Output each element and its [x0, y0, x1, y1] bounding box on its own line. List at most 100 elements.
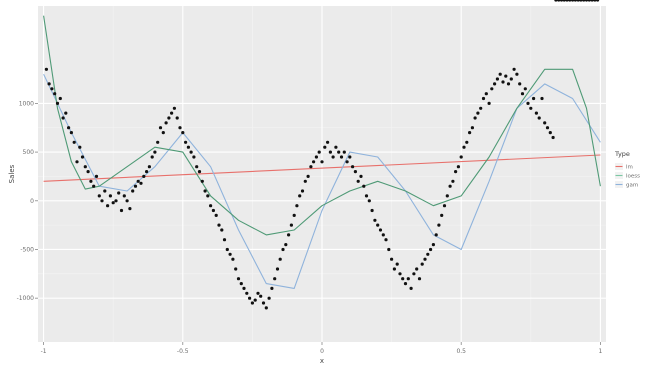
- x-tick-label: -0.5: [177, 348, 189, 355]
- data-point: [406, 277, 410, 281]
- data-point: [328, 150, 332, 154]
- data-point: [390, 257, 394, 261]
- data-point: [545, 126, 550, 130]
- data-point: [298, 194, 302, 198]
- data-point: [181, 131, 185, 135]
- data-point: [228, 252, 232, 256]
- data-point: [512, 67, 516, 71]
- data-point: [420, 262, 424, 266]
- data-point: [487, 101, 491, 105]
- data-point: [125, 199, 129, 203]
- data-point: [582, 0, 586, 2]
- data-point: [209, 204, 213, 208]
- data-point: [456, 165, 460, 169]
- y-tick-label: 1000: [19, 100, 34, 107]
- data-point: [195, 165, 199, 169]
- data-point: [342, 150, 346, 154]
- data-point: [117, 191, 121, 195]
- data-point: [440, 213, 444, 217]
- data-point: [501, 80, 505, 84]
- data-point: [529, 106, 533, 110]
- data-point: [465, 140, 469, 144]
- data-point: [295, 204, 299, 208]
- data-point: [256, 291, 260, 295]
- data-point: [484, 92, 488, 96]
- data-point: [119, 208, 124, 213]
- data-point: [156, 140, 160, 144]
- data-point: [231, 257, 235, 261]
- data-point: [395, 262, 399, 266]
- data-point: [504, 74, 508, 78]
- data-point: [448, 184, 452, 188]
- data-point: [412, 272, 416, 276]
- data-point: [506, 82, 511, 86]
- data-point: [114, 199, 118, 203]
- data-point: [451, 179, 455, 183]
- data-points: [44, 0, 600, 310]
- data-point: [559, 0, 564, 2]
- data-point: [568, 0, 572, 2]
- data-point: [133, 184, 138, 188]
- data-point: [579, 0, 583, 2]
- data-point: [309, 165, 313, 169]
- data-point: [273, 277, 277, 281]
- data-point: [248, 296, 252, 300]
- data-point: [67, 126, 71, 130]
- data-point: [178, 126, 182, 130]
- data-point: [323, 145, 327, 149]
- data-point: [426, 252, 430, 256]
- data-point: [442, 204, 447, 208]
- y-axis-title: Sales: [8, 164, 16, 183]
- data-point: [236, 277, 241, 281]
- series-lines: [43, 15, 601, 289]
- data-point: [267, 296, 271, 300]
- data-point: [373, 218, 377, 222]
- data-point: [364, 194, 369, 198]
- series-line-3: [43, 15, 601, 236]
- data-point: [206, 194, 210, 198]
- y-tick-label: 500: [23, 149, 35, 156]
- data-point: [409, 286, 413, 290]
- data-point: [498, 72, 502, 76]
- data-point: [214, 213, 218, 217]
- data-point: [275, 267, 280, 271]
- data-point: [473, 116, 477, 120]
- data-point: [300, 189, 305, 193]
- data-point: [417, 277, 422, 281]
- data-point: [378, 228, 383, 232]
- data-point: [58, 96, 62, 101]
- data-point: [339, 155, 344, 159]
- data-point: [292, 213, 296, 217]
- data-point: [270, 286, 274, 290]
- y-axis-ticks: -1000 -500 0 500 1000: [17, 100, 38, 302]
- data-point: [454, 170, 458, 174]
- data-point: [44, 67, 49, 71]
- grid-major: [38, 6, 606, 342]
- y-tick-label: -500: [20, 246, 34, 253]
- data-point: [576, 0, 580, 2]
- data-point: [128, 207, 132, 211]
- data-point: [50, 87, 54, 91]
- data-point: [80, 155, 85, 159]
- data-point: [220, 228, 224, 232]
- data-point: [523, 87, 527, 91]
- data-point: [72, 140, 76, 144]
- data-point: [540, 96, 544, 101]
- x-tick-label: 0: [320, 348, 324, 355]
- data-point: [415, 267, 419, 271]
- data-point: [170, 111, 174, 115]
- data-point: [326, 140, 330, 144]
- data-point: [532, 96, 536, 101]
- data-point: [468, 131, 472, 135]
- data-point: [479, 106, 483, 110]
- data-point: [554, 0, 558, 2]
- data-point: [370, 208, 374, 213]
- data-point: [401, 277, 405, 281]
- data-point: [55, 101, 60, 105]
- data-point: [562, 0, 566, 2]
- data-point: [225, 247, 229, 252]
- data-point: [398, 272, 402, 276]
- data-point: [303, 179, 307, 183]
- data-point: [331, 155, 335, 159]
